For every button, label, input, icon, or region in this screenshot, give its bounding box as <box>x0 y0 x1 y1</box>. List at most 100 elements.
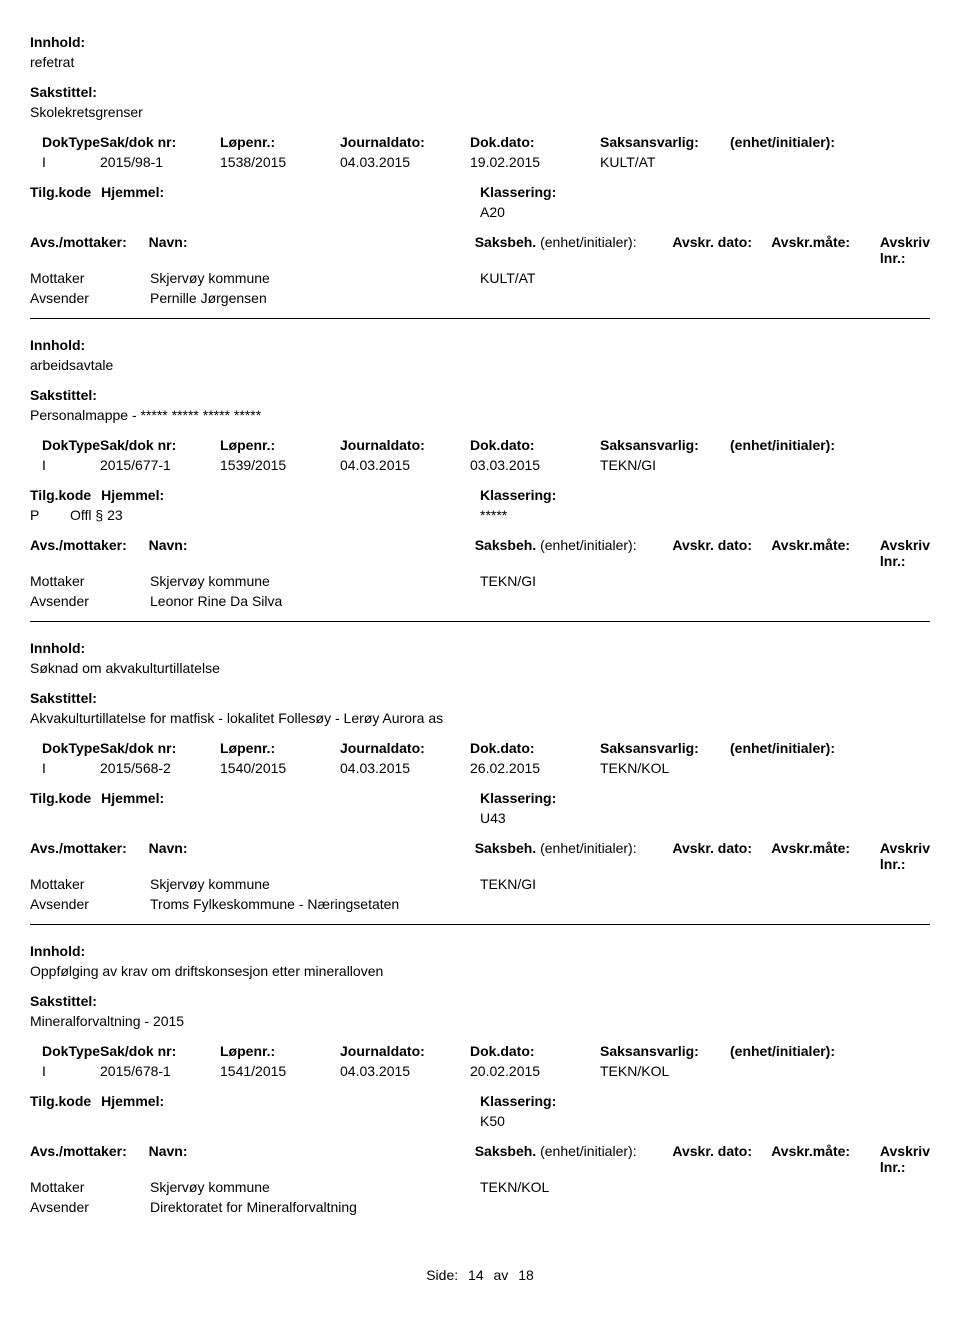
klassering-value: A20 <box>480 204 556 220</box>
saksansvarlig-value: TEKN/KOL <box>600 760 730 776</box>
journal-record: Innhold: refetrat Sakstittel: Skolekrets… <box>30 34 930 319</box>
journaldato-header: Journaldato: <box>340 437 470 453</box>
navn-label: Navn: <box>149 1143 475 1175</box>
avsender-row: Avsender Pernille Jørgensen <box>30 290 930 306</box>
avskrmate-label: Avskr.måte: <box>771 537 880 569</box>
saksansvarlig-value: TEKN/GI <box>600 457 730 473</box>
hjemmel-row: Tilg.kode Hjemmel: Klassering: U43 <box>30 790 930 826</box>
saksbeh-value: TEKN/KOL <box>480 1179 930 1195</box>
klassering-label: Klassering: <box>480 790 556 806</box>
saksansvarlig-header: Saksansvarlig: <box>600 134 730 150</box>
doktype-value: I <box>30 760 100 776</box>
saksbeh-label: Saksbeh. (enhet/initialer): <box>475 537 673 569</box>
journaldato-value: 04.03.2015 <box>340 457 470 473</box>
mottaker-value: Skjervøy kommune <box>150 270 480 286</box>
doc-header-row: DokType Sak/dok nr: Løpenr.: Journaldato… <box>30 134 930 150</box>
mottaker-row: Mottaker Skjervøy kommune TEKN/KOL <box>30 1179 930 1195</box>
doktype-header: DokType <box>30 437 100 453</box>
sakstittel-label: Sakstittel: <box>30 84 930 100</box>
mottaker-value: Skjervøy kommune <box>150 1179 480 1195</box>
saksansvarlig-value: KULT/AT <box>600 154 730 170</box>
innhold-label: Innhold: <box>30 640 930 656</box>
avskrivlnr-label: Avskriv lnr.: <box>880 1143 930 1175</box>
doc-data-row: I 2015/677-1 1539/2015 04.03.2015 03.03.… <box>30 457 930 473</box>
lopenr-header: Løpenr.: <box>220 1043 340 1059</box>
mottaker-row: Mottaker Skjervøy kommune TEKN/GI <box>30 573 930 589</box>
avskrdato-label: Avskr. dato: <box>672 537 771 569</box>
lopenr-header: Løpenr.: <box>220 740 340 756</box>
tilgkode-label: Tilg.kode <box>30 487 91 503</box>
klassering-label: Klassering: <box>480 1093 556 1109</box>
avskrdato-label: Avskr. dato: <box>672 1143 771 1175</box>
avsmottaker-label: Avs./mottaker: <box>30 537 149 569</box>
page-current: 14 <box>468 1267 484 1283</box>
navn-label: Navn: <box>149 537 475 569</box>
dokdato-header: Dok.dato: <box>470 437 600 453</box>
journal-record: Innhold: arbeidsavtale Sakstittel: Perso… <box>30 337 930 622</box>
klassering-value: ***** <box>480 507 556 523</box>
lopenr-value: 1538/2015 <box>220 154 340 170</box>
mottaker-label: Mottaker <box>30 573 150 589</box>
sakstittel-value: Skolekretsgrenser <box>30 104 930 120</box>
saksbeh-label: Saksbeh. (enhet/initialer): <box>475 234 673 266</box>
sakstittel-label: Sakstittel: <box>30 690 930 706</box>
sakdoknr-header: Sak/dok nr: <box>100 1043 220 1059</box>
avsender-label: Avsender <box>30 896 150 912</box>
tilgkode-value: P <box>30 507 70 523</box>
dokdato-header: Dok.dato: <box>470 134 600 150</box>
lopenr-header: Løpenr.: <box>220 437 340 453</box>
innhold-label: Innhold: <box>30 337 930 353</box>
avsmottaker-label: Avs./mottaker: <box>30 840 149 872</box>
innhold-label: Innhold: <box>30 34 930 50</box>
avsender-row: Avsender Direktoratet for Mineralforvalt… <box>30 1199 930 1215</box>
avskrivlnr-label: Avskriv lnr.: <box>880 537 930 569</box>
avs-header-row: Avs./mottaker: Navn: Saksbeh. (enhet/ini… <box>30 234 930 266</box>
doktype-value: I <box>30 1063 100 1079</box>
tilgkode-label: Tilg.kode <box>30 184 91 200</box>
avskrdato-label: Avskr. dato: <box>672 234 771 266</box>
doc-header-row: DokType Sak/dok nr: Løpenr.: Journaldato… <box>30 437 930 453</box>
journal-record: Innhold: Oppfølging av krav om driftskon… <box>30 943 930 1227</box>
avsender-row: Avsender Troms Fylkeskommune - Næringset… <box>30 896 930 912</box>
mottaker-label: Mottaker <box>30 1179 150 1195</box>
saksbeh-value: KULT/AT <box>480 270 930 286</box>
avskrivlnr-label: Avskriv lnr.: <box>880 840 930 872</box>
avskrmate-label: Avskr.måte: <box>771 840 880 872</box>
hjemmel-label: Hjemmel: <box>101 1093 164 1109</box>
innhold-value: Oppfølging av krav om driftskonsesjon et… <box>30 963 930 979</box>
journaldato-value: 04.03.2015 <box>340 760 470 776</box>
avskrmate-label: Avskr.måte: <box>771 234 880 266</box>
saksansvarlig-header: Saksansvarlig: <box>600 437 730 453</box>
avsender-value: Troms Fylkeskommune - Næringsetaten <box>150 896 480 912</box>
dokdato-value: 20.02.2015 <box>470 1063 600 1079</box>
side-label: Side: <box>426 1267 458 1283</box>
hjemmel-label: Hjemmel: <box>101 184 164 200</box>
sakdoknr-value: 2015/98-1 <box>100 154 220 170</box>
tilgkode-label: Tilg.kode <box>30 1093 91 1109</box>
sakdoknr-header: Sak/dok nr: <box>100 134 220 150</box>
klassering-label: Klassering: <box>480 487 556 503</box>
klassering-value: U43 <box>480 810 556 826</box>
hjemmel-label: Hjemmel: <box>101 487 164 503</box>
lopenr-value: 1540/2015 <box>220 760 340 776</box>
dokdato-value: 26.02.2015 <box>470 760 600 776</box>
avskrmate-label: Avskr.måte: <box>771 1143 880 1175</box>
avs-header-row: Avs./mottaker: Navn: Saksbeh. (enhet/ini… <box>30 537 930 569</box>
sakdoknr-value: 2015/677-1 <box>100 457 220 473</box>
avskrdato-label: Avskr. dato: <box>672 840 771 872</box>
journaldato-value: 04.03.2015 <box>340 1063 470 1079</box>
avsender-value: Pernille Jørgensen <box>150 290 480 306</box>
avsmottaker-label: Avs./mottaker: <box>30 234 149 266</box>
avs-header-row: Avs./mottaker: Navn: Saksbeh. (enhet/ini… <box>30 840 930 872</box>
journal-record: Innhold: Søknad om akvakulturtillatelse … <box>30 640 930 925</box>
mottaker-value: Skjervøy kommune <box>150 876 480 892</box>
doktype-header: DokType <box>30 1043 100 1059</box>
sakstittel-value: Mineralforvaltning - 2015 <box>30 1013 930 1029</box>
journaldato-header: Journaldato: <box>340 740 470 756</box>
avsmottaker-label: Avs./mottaker: <box>30 1143 149 1175</box>
saksbeh-label: Saksbeh. (enhet/initialer): <box>475 840 673 872</box>
saksbeh-value: TEKN/GI <box>480 876 930 892</box>
sakdoknr-value: 2015/568-2 <box>100 760 220 776</box>
lopenr-value: 1539/2015 <box>220 457 340 473</box>
klassering-label: Klassering: <box>480 184 556 200</box>
